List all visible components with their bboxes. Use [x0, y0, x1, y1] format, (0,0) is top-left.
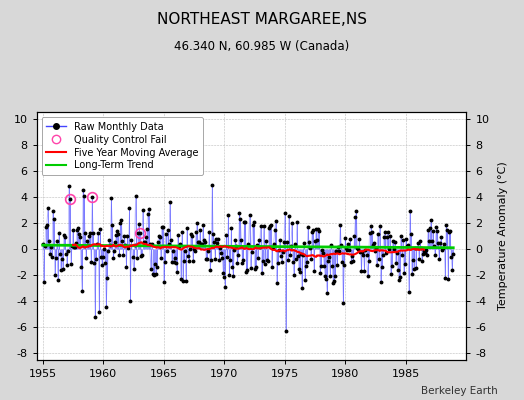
Text: 46.340 N, 60.985 W (Canada): 46.340 N, 60.985 W (Canada) — [174, 40, 350, 53]
Legend: Raw Monthly Data, Quality Control Fail, Five Year Moving Average, Long-Term Tren: Raw Monthly Data, Quality Control Fail, … — [41, 117, 203, 175]
Y-axis label: Temperature Anomaly (°C): Temperature Anomaly (°C) — [498, 162, 508, 310]
Text: NORTHEAST MARGAREE,NS: NORTHEAST MARGAREE,NS — [157, 12, 367, 27]
Text: Berkeley Earth: Berkeley Earth — [421, 386, 498, 396]
